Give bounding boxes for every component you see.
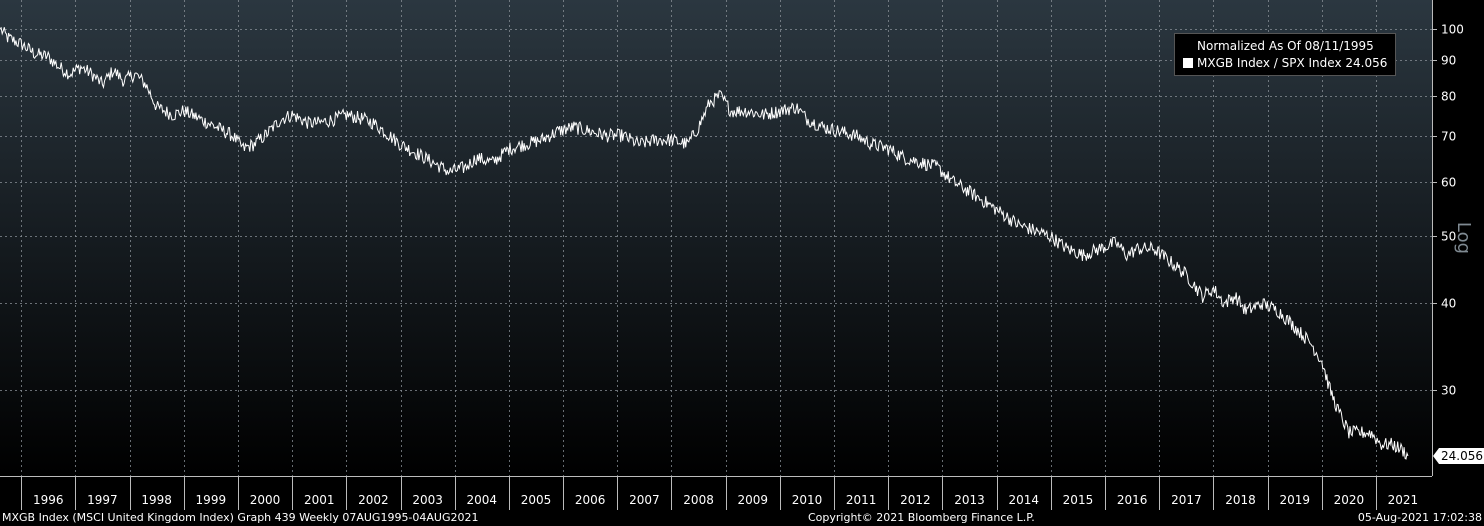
- x-tick-label: 2007: [629, 493, 660, 507]
- x-tick-label: 1998: [141, 493, 172, 507]
- x-tick-label: 2000: [250, 493, 281, 507]
- x-tick-label: 2013: [954, 493, 985, 507]
- x-tick-label: 2014: [1008, 493, 1039, 507]
- last-value-tag: [1433, 447, 1484, 464]
- y-axis-title: Log: [1453, 222, 1474, 254]
- y-tick-label: 60: [1441, 176, 1456, 190]
- footer-bar: MXGB Index (MSCI United Kingdom Index) G…: [0, 510, 1484, 526]
- x-tick-label: 2017: [1171, 493, 1202, 507]
- y-tick-label: 70: [1441, 130, 1456, 144]
- legend-entry: MXGB Index / SPX Index 24.056: [1183, 56, 1387, 70]
- x-tick-label: 2010: [792, 493, 823, 507]
- y-tick-label: 100: [1441, 23, 1464, 37]
- x-tick-label: 2002: [358, 493, 389, 507]
- x-tick-label: 2020: [1334, 493, 1365, 507]
- y-tick-label: 90: [1441, 54, 1456, 68]
- x-tick-label: 1997: [87, 493, 118, 507]
- y-axis: 100 90 80 70 60 50 40 30: [1432, 23, 1464, 398]
- y-tick-label: 80: [1441, 90, 1456, 104]
- x-tick-label: 2016: [1117, 493, 1148, 507]
- x-tick-label: 2019: [1279, 493, 1310, 507]
- series-layer: [0, 26, 1409, 460]
- gridlines: [0, 0, 1432, 476]
- x-tick-label: 1996: [33, 493, 64, 507]
- x-tick-label: 2015: [1063, 493, 1094, 507]
- legend-swatch: [1183, 58, 1193, 68]
- x-tick-label: 2005: [521, 493, 552, 507]
- x-tick-label: 2006: [575, 493, 606, 507]
- legend-entry-label: MXGB Index / SPX Index 24.056: [1197, 56, 1388, 70]
- x-tick-label: 2018: [1225, 493, 1256, 507]
- x-tick-label: 2003: [412, 493, 443, 507]
- x-tick-label: 2009: [738, 493, 769, 507]
- legend-box: Normalized As Of 08/11/1995 MXGB Index /…: [1174, 33, 1396, 76]
- last-value-label: 24.056: [1441, 449, 1483, 463]
- x-tick-label: 1999: [196, 493, 227, 507]
- x-axis: 1996 1997 1998 1999 2000 2001 2002 2003 2004 2005…: [0, 476, 1432, 510]
- footer-security-info: MXGB Index (MSCI United Kingdom Index) G…: [2, 511, 479, 524]
- y-tick-label: 50: [1441, 230, 1456, 244]
- x-tick-label: 2004: [467, 493, 498, 507]
- y-tick-label: 30: [1441, 384, 1456, 398]
- last-value-marker: 24.056: [1433, 447, 1484, 464]
- x-tick-label: 2012: [900, 493, 931, 507]
- footer-copyright: Copyright© 2021 Bloomberg Finance L.P.: [808, 511, 1035, 524]
- footer-timestamp: 05-Aug-2021 17:02:38: [1357, 511, 1482, 524]
- chart: 100 90 80 70 60 50 40 30 1996 1997 1998 1999 2000 20…: [0, 0, 1484, 510]
- y-tick-label: 40: [1441, 297, 1456, 311]
- x-tick-label: 2008: [683, 493, 714, 507]
- legend-title: Normalized As Of 08/11/1995: [1197, 39, 1374, 53]
- x-tick-label: 2021: [1388, 493, 1419, 507]
- series-line: [0, 26, 1409, 460]
- x-tick-label: 2001: [304, 493, 335, 507]
- x-tick-label: 2011: [846, 493, 877, 507]
